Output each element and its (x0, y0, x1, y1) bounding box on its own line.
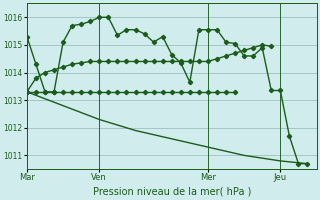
X-axis label: Pression niveau de la mer( hPa ): Pression niveau de la mer( hPa ) (92, 187, 251, 197)
